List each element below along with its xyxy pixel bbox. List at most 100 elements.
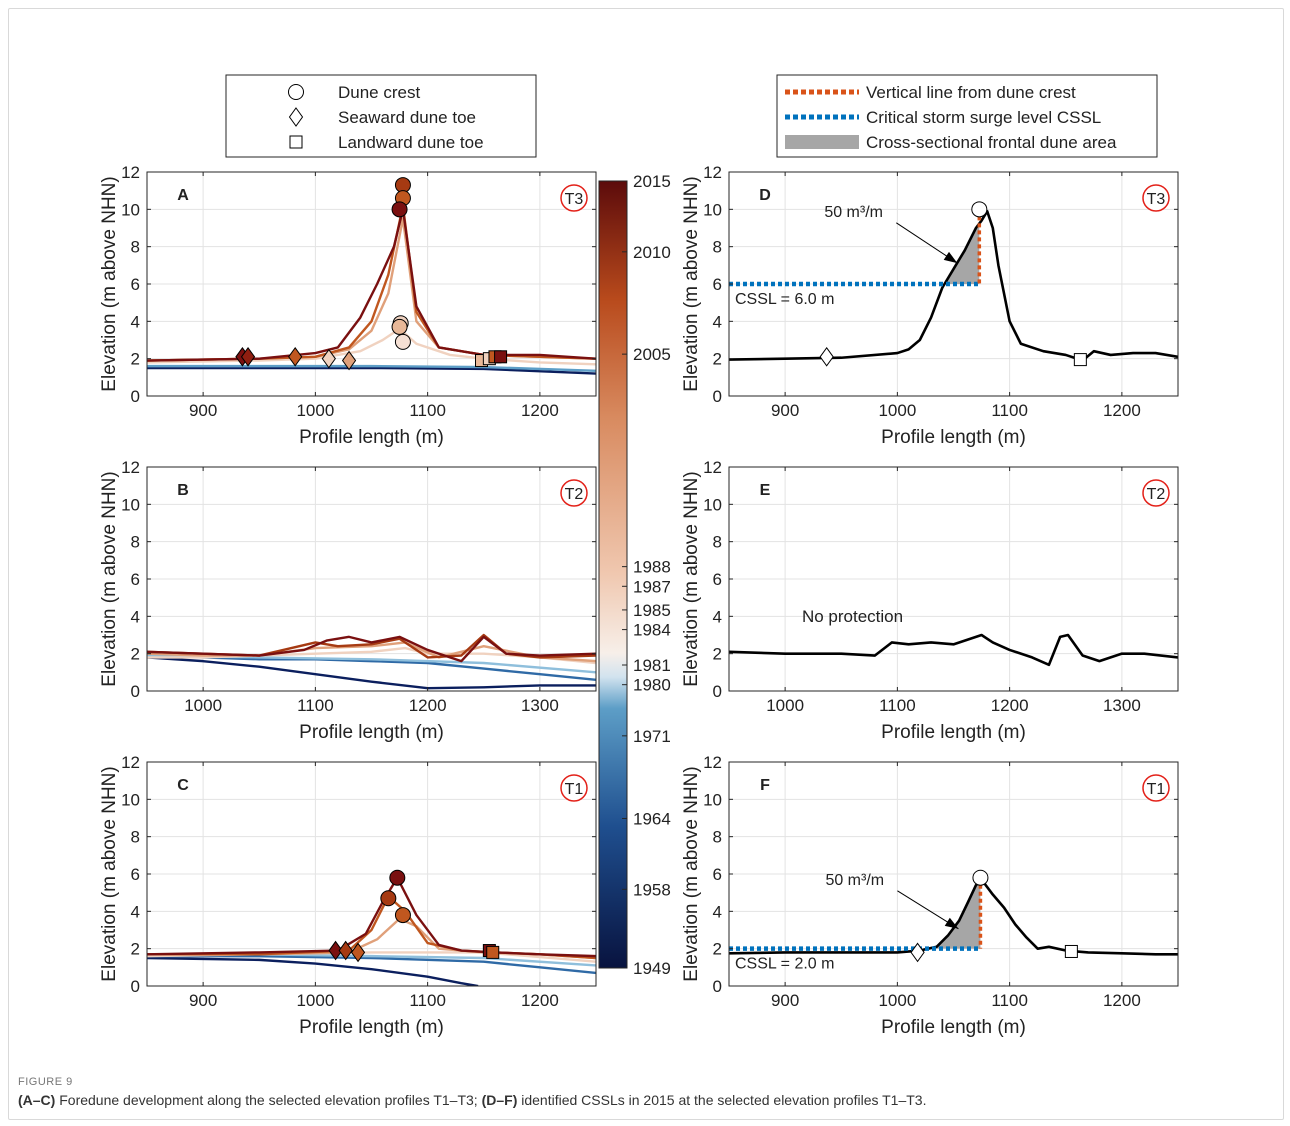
x-tick-label: 1000 bbox=[184, 696, 222, 715]
seaward-toe-marker bbox=[350, 942, 366, 963]
colorbar-tick-label: 1971 bbox=[633, 727, 671, 746]
colorbar-tick-label: 1964 bbox=[633, 809, 671, 828]
y-tick-label: 10 bbox=[703, 495, 722, 514]
x-axis-label: Profile length (m) bbox=[881, 427, 1026, 448]
legend-label: Critical storm surge level CSSL bbox=[866, 108, 1101, 127]
y-tick-label: 0 bbox=[713, 977, 722, 996]
y-tick-label: 8 bbox=[713, 533, 722, 552]
y-axis-label: Elevation (m above NHN) bbox=[681, 471, 702, 686]
caption-part1-bold: (A–C) bbox=[18, 1092, 56, 1108]
y-tick-label: 8 bbox=[713, 238, 722, 257]
panel-letter: F bbox=[760, 777, 770, 794]
legend-label: Dune crest bbox=[338, 83, 420, 102]
caption-part2-bold: (D–F) bbox=[481, 1092, 518, 1108]
y-tick-label: 10 bbox=[703, 200, 722, 219]
y-axis-label: Elevation (m above NHN) bbox=[681, 176, 702, 391]
y-tick-label: 12 bbox=[121, 753, 140, 772]
y-tick-label: 2 bbox=[713, 940, 722, 959]
y-axis-label: Elevation (m above NHN) bbox=[99, 471, 120, 686]
y-tick-label: 6 bbox=[131, 275, 140, 294]
legend-label: Cross-sectional frontal dune area bbox=[866, 133, 1117, 152]
y-tick-label: 4 bbox=[131, 902, 140, 921]
colorbar-tick-label: 1987 bbox=[633, 577, 671, 596]
transect-label: T2 bbox=[1147, 486, 1166, 503]
x-tick-label: 1100 bbox=[991, 401, 1028, 420]
profile-line bbox=[147, 366, 596, 375]
colorbar-tick-label: 2010 bbox=[633, 243, 671, 262]
x-tick-label: 1100 bbox=[297, 696, 334, 715]
y-tick-label: 6 bbox=[713, 570, 722, 589]
legend-box bbox=[225, 74, 537, 158]
x-tick-label: 1000 bbox=[878, 991, 916, 1010]
landward-toe-marker bbox=[494, 350, 508, 364]
colorbar-tick-label: 1988 bbox=[633, 558, 671, 577]
panel-c: 900 1000 1100 1200 0 2 4 6 8 10 12 Profile length (… bbox=[99, 753, 597, 1038]
y-tick-label: 12 bbox=[703, 753, 722, 772]
legend-label: Vertical line from dune crest bbox=[866, 83, 1076, 102]
y-tick-label: 2 bbox=[713, 645, 722, 664]
profile-line bbox=[147, 654, 596, 681]
colorbar-tick-label: 1980 bbox=[633, 676, 671, 695]
x-tick-label: 1000 bbox=[766, 696, 804, 715]
seaward-toe-marker bbox=[288, 346, 303, 367]
seaward-toe-marker bbox=[341, 350, 357, 371]
caption-part2: identified CSSLs in 2015 at the selected… bbox=[517, 1092, 927, 1108]
y-tick-label: 0 bbox=[131, 977, 140, 996]
x-tick-label: 1100 bbox=[991, 991, 1028, 1010]
area-arrow-head bbox=[943, 251, 958, 264]
no-protection-label: No protection bbox=[802, 607, 903, 626]
x-axis-label: Profile length (m) bbox=[299, 1017, 444, 1038]
figure-caption: (A–C) Foredune development along the sel… bbox=[18, 1092, 1268, 1108]
panel-d: 900 1000 1100 1200 0 2 4 6 8 10 12 Profile length (… bbox=[681, 163, 1179, 448]
y-tick-label: 2 bbox=[131, 940, 140, 959]
panel-letter: D bbox=[759, 187, 771, 204]
crest-marker bbox=[380, 890, 397, 907]
panel-letter: B bbox=[177, 482, 189, 499]
colorbar-tick-label: 1981 bbox=[633, 656, 671, 675]
legend-square-icon bbox=[289, 135, 303, 149]
colorbar-tick-label: 1985 bbox=[633, 601, 671, 620]
y-tick-label: 2 bbox=[713, 350, 722, 369]
x-axis-label: Profile length (m) bbox=[299, 722, 444, 743]
x-tick-label: 1300 bbox=[521, 696, 559, 715]
y-tick-label: 4 bbox=[713, 902, 722, 921]
legend-right: Vertical line from dune crest Critical st… bbox=[776, 74, 1158, 158]
transect-badge bbox=[1142, 184, 1170, 212]
crest-marker bbox=[972, 869, 989, 886]
y-tick-label: 12 bbox=[703, 458, 722, 477]
panel-letter: C bbox=[177, 777, 189, 794]
y-tick-label: 2 bbox=[131, 350, 140, 369]
y-tick-label: 8 bbox=[131, 533, 140, 552]
x-axis-label: Profile length (m) bbox=[881, 1017, 1026, 1038]
panel-letter: A bbox=[177, 187, 189, 204]
seaward-toe-marker bbox=[321, 348, 336, 369]
y-tick-label: 2 bbox=[131, 645, 140, 664]
x-tick-label: 1000 bbox=[296, 991, 334, 1010]
panel-b: 1000 1100 1200 1300 0 2 4 6 8 10 12 Profile length … bbox=[99, 458, 597, 743]
y-tick-label: 4 bbox=[713, 607, 722, 626]
profile-line bbox=[729, 209, 1178, 362]
crest-marker bbox=[394, 333, 411, 350]
transect-label: T3 bbox=[565, 191, 584, 208]
legend-label: Landward dune toe bbox=[338, 133, 484, 152]
crest-marker bbox=[391, 318, 408, 335]
colorbar-tick-label: 1958 bbox=[633, 880, 671, 899]
y-tick-label: 4 bbox=[713, 312, 722, 331]
transect-label: T2 bbox=[565, 486, 584, 503]
landward-toe-marker bbox=[486, 945, 500, 959]
crest-marker bbox=[394, 907, 411, 924]
y-tick-label: 0 bbox=[131, 682, 140, 701]
area-label: 50 m³/m bbox=[825, 872, 884, 889]
y-tick-label: 0 bbox=[713, 387, 722, 406]
figure-frame bbox=[8, 8, 1284, 1120]
plot-area bbox=[729, 209, 1178, 362]
y-tick-label: 4 bbox=[131, 312, 140, 331]
seaward-toe-marker bbox=[240, 346, 256, 367]
area-arrow-head bbox=[944, 917, 959, 929]
x-tick-label: 1000 bbox=[878, 401, 916, 420]
transect-label: T1 bbox=[1147, 781, 1166, 798]
y-tick-label: 10 bbox=[121, 790, 140, 809]
